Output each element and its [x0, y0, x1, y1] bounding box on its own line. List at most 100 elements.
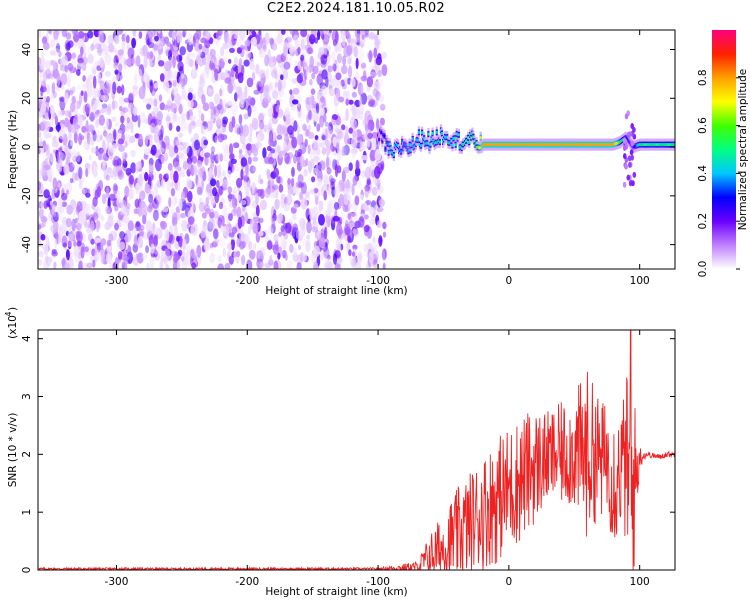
- noise-blob: [309, 34, 316, 45]
- noise-blob: [92, 130, 97, 142]
- noise-blob: [40, 234, 46, 241]
- noise-blob: [338, 193, 345, 207]
- noise-blob: [60, 192, 68, 201]
- noise-blob: [163, 79, 170, 92]
- noise-blob: [178, 106, 183, 114]
- noise-blob: [64, 110, 72, 117]
- noise-blob: [297, 182, 305, 188]
- noise-blob: [187, 180, 194, 189]
- noise-blob: [316, 102, 320, 114]
- noise-blob: [216, 153, 220, 162]
- noise-blob: [324, 226, 328, 240]
- noise-blob: [357, 48, 365, 61]
- noise-blob: [155, 158, 162, 172]
- noise-blob: [131, 58, 136, 65]
- noise-blob: [346, 45, 353, 56]
- noise-blob: [348, 249, 352, 257]
- noise-blob: [214, 135, 218, 145]
- signal-core: [386, 142, 389, 146]
- y-tick-label: 0: [21, 144, 33, 151]
- noise-blob: [52, 47, 60, 57]
- noise-blob: [368, 251, 374, 264]
- noise-blob: [121, 84, 125, 96]
- noise-blob: [334, 45, 338, 53]
- x-tick-label: -100: [366, 576, 390, 588]
- noise-blob: [123, 206, 127, 214]
- noise-blob: [219, 98, 223, 110]
- noise-blob: [149, 79, 153, 86]
- noise-blob: [374, 148, 382, 162]
- noise-blob: [329, 263, 334, 269]
- noise-blob: [246, 77, 254, 88]
- noise-blob: [304, 59, 308, 72]
- signal-core: [427, 132, 430, 136]
- noise-blob: [364, 30, 369, 36]
- noise-blob: [65, 249, 70, 261]
- noise-blob: [90, 111, 95, 122]
- noise-blob: [284, 152, 290, 164]
- noise-blob: [366, 183, 372, 194]
- noise-blob: [240, 31, 245, 41]
- noise-blob: [328, 87, 335, 97]
- noise-blob: [293, 256, 297, 262]
- noise-blob: [198, 201, 206, 213]
- noise-blob: [46, 148, 51, 160]
- noise-blob: [381, 248, 388, 261]
- noise-blob: [109, 193, 116, 201]
- noise-blob: [66, 76, 72, 88]
- noise-blob: [71, 148, 77, 161]
- noise-blob: [92, 75, 97, 89]
- noise-blob: [272, 184, 279, 191]
- noise-blob: [318, 160, 326, 171]
- signal-core: [381, 139, 384, 143]
- feature-blob: [628, 131, 632, 138]
- noise-blob: [137, 114, 141, 128]
- noise-blob: [167, 163, 173, 171]
- noise-blob: [255, 205, 260, 217]
- noise-blob: [124, 185, 130, 198]
- x-tick-label: 0: [506, 275, 513, 287]
- signal-core: [569, 143, 572, 147]
- noise-blob: [312, 167, 317, 175]
- noise-blob: [233, 56, 239, 66]
- noise-blob: [60, 150, 66, 161]
- noise-blob: [353, 209, 358, 221]
- noise-blob: [114, 204, 119, 212]
- noise-blob: [243, 113, 249, 120]
- noise-blob: [236, 37, 243, 47]
- noise-blob: [382, 249, 386, 262]
- noise-blob: [305, 68, 309, 78]
- noise-blob: [52, 175, 56, 186]
- noise-blob: [148, 165, 155, 172]
- noise-blob: [235, 250, 241, 258]
- noise-blob: [332, 215, 340, 222]
- noise-blob: [165, 142, 171, 150]
- noise-blob: [268, 121, 273, 127]
- noise-blob: [267, 225, 274, 236]
- noise-blob: [352, 129, 356, 138]
- noise-blob: [143, 73, 150, 84]
- noise-blob: [49, 50, 57, 56]
- colorbar-tick-label: 0.4: [697, 165, 709, 182]
- noise-blob: [202, 221, 209, 232]
- noise-blob: [364, 112, 368, 124]
- noise-blob: [227, 82, 234, 94]
- noise-blob: [327, 65, 333, 73]
- noise-blob: [185, 250, 192, 260]
- noise-blob: [203, 156, 208, 164]
- noise-blob: [153, 244, 158, 255]
- noise-blob: [287, 56, 293, 69]
- noise-blob: [371, 186, 378, 196]
- noise-blob: [289, 243, 294, 253]
- noise-blob: [364, 32, 370, 38]
- noise-blob: [308, 124, 312, 131]
- noise-blob: [40, 86, 47, 93]
- noise-blob: [187, 190, 193, 203]
- noise-blob: [280, 74, 284, 81]
- noise-blob: [366, 76, 374, 88]
- noise-blob: [76, 201, 83, 213]
- noise-blob: [217, 151, 221, 163]
- noise-blob: [168, 197, 172, 208]
- noise-blob: [352, 228, 359, 235]
- noise-blob: [114, 222, 119, 231]
